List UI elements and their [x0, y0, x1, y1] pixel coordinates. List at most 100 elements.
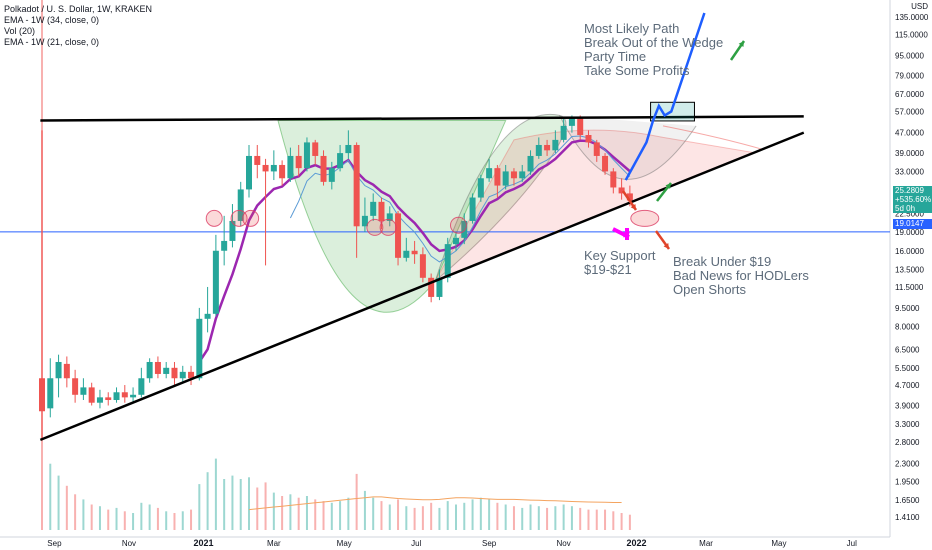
price-tick-label: 115.0000 [895, 31, 928, 40]
note-most-likely: Most Likely Path Break Out of the Wedge … [584, 22, 723, 78]
volume-bar [314, 499, 317, 530]
volume-bar [322, 501, 325, 530]
volume-bar [405, 506, 408, 530]
volume-bar [305, 496, 308, 530]
candle-body [602, 155, 609, 172]
candle-body [47, 378, 54, 409]
price-tick-label: 1.6500 [895, 496, 920, 505]
candle-body [370, 201, 377, 216]
volume-bar [289, 494, 292, 530]
candle-body [618, 187, 625, 194]
candle-body [246, 155, 252, 190]
candle [602, 153, 609, 175]
price-tick-label: 13.5000 [895, 265, 924, 274]
volume-bar [49, 463, 52, 530]
candle-body [353, 144, 360, 227]
volume-bar [132, 513, 135, 530]
candle [353, 142, 360, 258]
candle-body [577, 117, 584, 136]
candle [287, 147, 294, 182]
candle-body [585, 135, 592, 143]
lower-trendline [39, 131, 805, 442]
candle [130, 387, 137, 403]
price-tick-label: 33.0000 [895, 167, 924, 176]
time-tick-label: Nov [557, 539, 571, 548]
candle [237, 181, 244, 227]
price-tick-label: 19.0000 [895, 228, 924, 237]
candle-body [535, 144, 542, 156]
key-support-arrow-icon [624, 228, 630, 240]
currency-label: USD [911, 2, 928, 11]
price-tick-label: 3.9000 [895, 401, 920, 410]
time-tick-label: Sep [47, 539, 62, 548]
price-tick-label: 22.5000 [895, 209, 924, 218]
candle-body [453, 237, 459, 245]
candle-body [287, 155, 294, 179]
volume-bar [488, 499, 491, 530]
candle [419, 247, 426, 283]
candle [411, 240, 418, 264]
candle [146, 358, 153, 383]
price-tick-label: 11.5000 [895, 283, 924, 292]
candle-body [519, 171, 526, 179]
price-tick-label: 39.0000 [895, 149, 924, 158]
candle [88, 382, 95, 406]
volume-bar [82, 499, 85, 530]
candle [196, 307, 203, 381]
volume-bar [107, 509, 110, 530]
candle-body [345, 144, 352, 154]
bar-countdown: 5d 0h [895, 204, 916, 213]
volume-bar [587, 509, 590, 530]
candle-body [229, 220, 236, 241]
legend-ema21: EMA - 1W (21, close, 0) [4, 37, 100, 47]
volume-bar [231, 475, 234, 530]
volume-bar [604, 509, 607, 530]
price-tick-label: 79.0000 [895, 72, 924, 81]
candle-body [411, 250, 418, 255]
volume-bar [628, 514, 631, 530]
volume-bar [595, 509, 598, 530]
candle [295, 144, 302, 177]
candle-body [544, 144, 551, 151]
volume-bar [223, 479, 226, 530]
volume-bar [264, 482, 267, 530]
volume-bar [554, 506, 557, 530]
candle [370, 193, 377, 221]
candle [63, 356, 70, 388]
highlight-ellipse [205, 209, 223, 227]
time-tick-label: Mar [267, 539, 281, 548]
note-key-support: Key Support $19-$21 [584, 249, 656, 277]
candle [610, 168, 617, 194]
candle-body [428, 277, 435, 297]
time-tick-label: Mar [699, 539, 713, 548]
candle-body [171, 367, 178, 379]
candle-body [254, 155, 261, 165]
volume-bar [363, 490, 366, 530]
note-line: Party Time [584, 49, 647, 64]
note-line: Break Out of the Wedge [584, 35, 724, 50]
volume-bar [463, 502, 466, 530]
candle [246, 144, 252, 198]
volume-bar [115, 507, 118, 530]
price-tick-label: 57.0000 [895, 108, 924, 117]
candle [229, 204, 236, 248]
time-tick-label: Nov [122, 539, 136, 548]
candle [469, 193, 476, 224]
candle [510, 168, 517, 186]
candle [254, 144, 261, 179]
candle-body [88, 387, 95, 403]
candle-body [303, 142, 310, 169]
candle [188, 365, 195, 386]
candle [403, 237, 410, 262]
candle [163, 361, 170, 379]
time-tick-label: Sep [482, 539, 497, 548]
time-tick-label: May [771, 539, 786, 548]
projected-path-line [624, 12, 706, 181]
volume-bar [248, 477, 250, 530]
candle [519, 164, 526, 182]
ema34-line [198, 139, 631, 363]
candle [262, 158, 269, 266]
candle [212, 234, 219, 317]
